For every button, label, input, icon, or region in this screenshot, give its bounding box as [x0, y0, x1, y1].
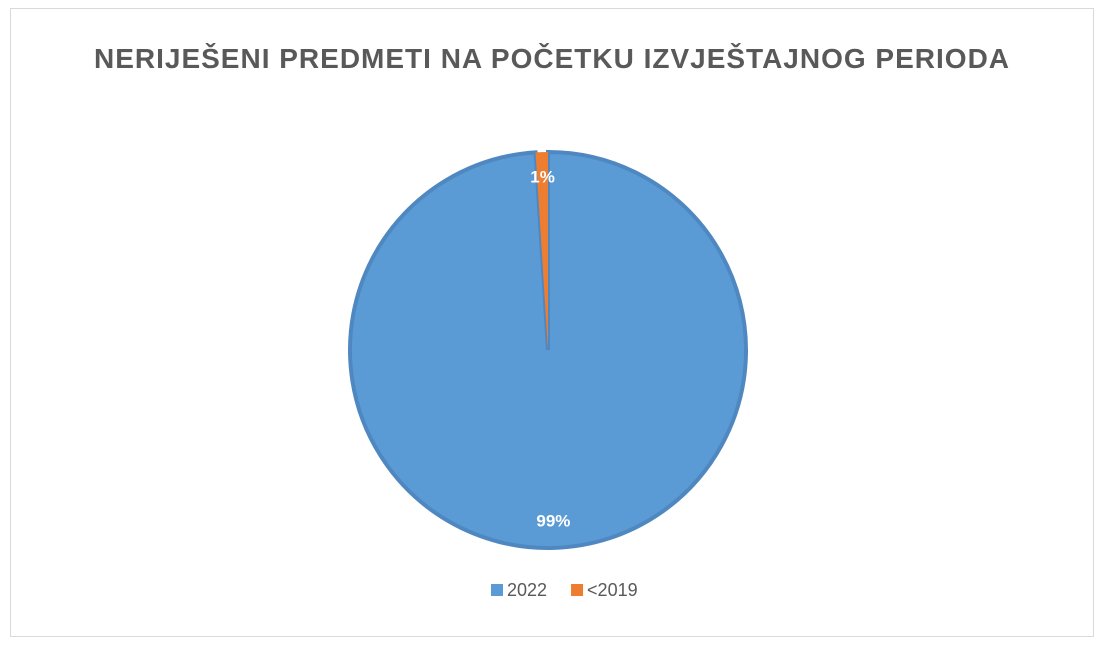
- chart-border: [10, 8, 1094, 637]
- legend-label: <2019: [587, 580, 638, 600]
- legend-swatch: [571, 584, 584, 596]
- data-label: 99%: [536, 512, 570, 531]
- pie-slice: [348, 149, 748, 550]
- chart-title: NERIJEŠENI PREDMETI NA POČETKU IZVJEŠTAJ…: [93, 43, 1011, 74]
- data-label: 1%: [530, 167, 555, 186]
- pie-slice: [535, 152, 548, 350]
- legend-label: 2022: [507, 580, 547, 600]
- legend-swatch: [491, 584, 503, 596]
